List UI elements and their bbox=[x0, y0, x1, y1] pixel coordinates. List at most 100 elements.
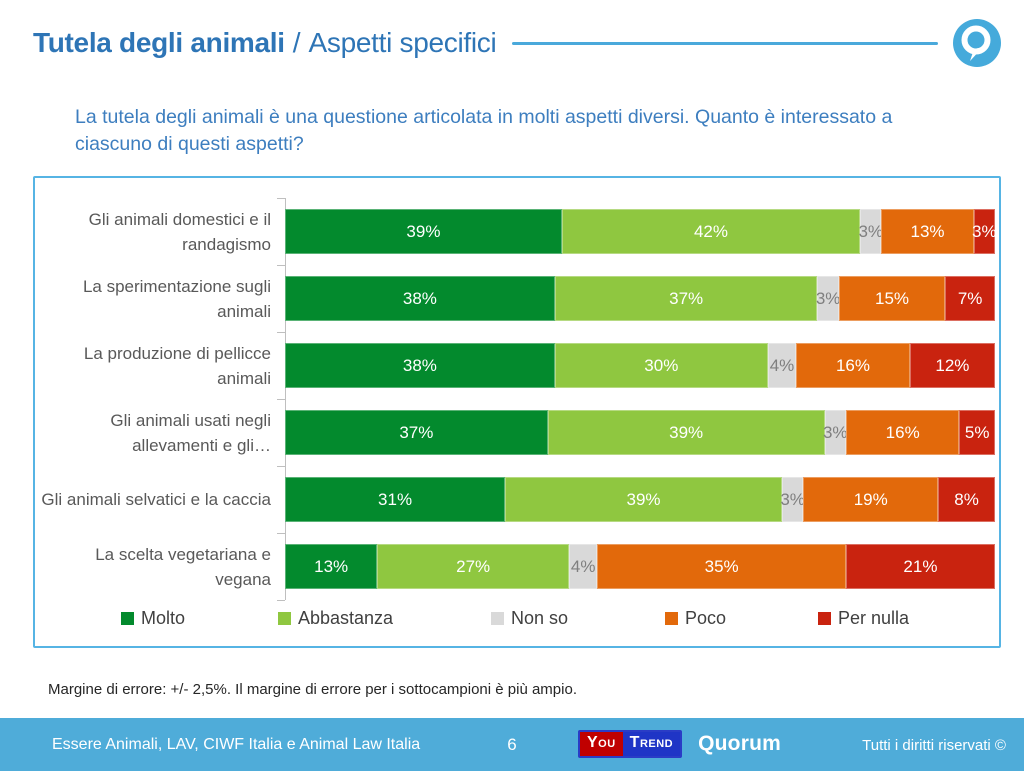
segment-value-label: 38% bbox=[402, 288, 437, 308]
axis-tick bbox=[277, 265, 285, 266]
legend-swatch bbox=[278, 612, 291, 625]
chart-legend: Molto Abbastanza Non so Poco Per nulla bbox=[35, 608, 995, 636]
youtrend-logo-you: You bbox=[580, 732, 623, 756]
chart-axis-line bbox=[285, 198, 286, 600]
bar-segment: 19% bbox=[803, 477, 939, 522]
bar-track: 31% 39% 3% 19% 8% bbox=[285, 477, 995, 522]
segment-value-label: 13% bbox=[910, 221, 945, 241]
segment-value-label: 4% bbox=[769, 355, 795, 375]
legend-swatch bbox=[818, 612, 831, 625]
category-label: La scelta vegetariana e vegana bbox=[95, 544, 271, 589]
chart-container: Gli animali domestici e il randagismo 39%… bbox=[33, 176, 1001, 648]
chart-row: La scelta vegetariana e vegana 13% 27% 4% 35… bbox=[35, 533, 995, 600]
bar-segment: 42% bbox=[561, 209, 861, 254]
legend-label: Poco bbox=[685, 608, 727, 628]
segment-value-label: 42% bbox=[693, 221, 728, 241]
bar-segment: 35% bbox=[597, 544, 846, 589]
footer-bar: Essere Animali, LAV, CIWF Italia e Anima… bbox=[0, 718, 1024, 771]
segment-value-label: 8% bbox=[954, 489, 979, 509]
bar-segment: 31% bbox=[285, 477, 506, 522]
margin-of-error-note: Margine di errore: +/- 2,5%. Il margine … bbox=[48, 681, 577, 698]
segment-value-label: 3% bbox=[815, 288, 841, 308]
axis-tick bbox=[277, 399, 285, 400]
bar-segment: 30% bbox=[554, 343, 768, 388]
bar-segment: 38% bbox=[285, 343, 555, 388]
bar-segment: 3% bbox=[972, 209, 997, 254]
axis-tick bbox=[277, 600, 285, 601]
bar-segment: 8% bbox=[938, 477, 995, 522]
segment-value-label: 3% bbox=[972, 221, 997, 241]
bar-segment: 7% bbox=[945, 276, 995, 321]
youtrend-logo-trend: Trend bbox=[622, 732, 681, 756]
legend-swatch bbox=[665, 612, 678, 625]
category-label: Gli animali domestici e il randagismo bbox=[88, 209, 271, 254]
legend-item: Molto bbox=[121, 608, 185, 629]
segment-value-label: 12% bbox=[935, 355, 970, 375]
bar-track: 38% 30% 4% 16% 12% bbox=[285, 343, 995, 388]
segment-value-label: 30% bbox=[644, 355, 679, 375]
bar-segment: 3% bbox=[815, 276, 841, 321]
page-title-separator: / bbox=[292, 27, 301, 58]
segment-value-label: 5% bbox=[964, 422, 990, 442]
chart-row: Gli animali selvatici e la caccia 31% 39% 3… bbox=[35, 466, 995, 533]
bar-segment: 37% bbox=[554, 276, 818, 321]
segment-value-label: 39% bbox=[406, 221, 441, 241]
bar-segment: 16% bbox=[796, 343, 910, 388]
footer-rights-text: Tutti i diritti riservati © bbox=[862, 737, 1006, 754]
segment-value-label: 39% bbox=[626, 489, 661, 509]
bar-segment: 39% bbox=[505, 477, 782, 522]
segment-value-label: 38% bbox=[402, 355, 437, 375]
legend-item: Per nulla bbox=[818, 608, 909, 629]
page-title-bold: Tutela degli animali bbox=[33, 27, 285, 58]
segment-value-label: 37% bbox=[669, 288, 704, 308]
chart-row: Gli animali usati negli allevamenti e gl… bbox=[35, 399, 995, 466]
segment-value-label: 21% bbox=[903, 556, 938, 576]
axis-tick bbox=[277, 533, 285, 534]
category-label: Gli animali selvatici e la caccia bbox=[41, 490, 271, 509]
segment-value-label: 37% bbox=[399, 422, 434, 442]
bar-segment: 21% bbox=[845, 544, 995, 589]
segment-value-label: 16% bbox=[835, 355, 870, 375]
bar-segment: 38% bbox=[285, 276, 555, 321]
bar-segment: 4% bbox=[568, 544, 598, 589]
segment-value-label: 27% bbox=[456, 556, 491, 576]
category-label: Gli animali usati negli allevamenti e gl… bbox=[110, 410, 271, 455]
legend-label: Non so bbox=[511, 608, 569, 628]
quorum-logo-icon bbox=[952, 18, 1002, 68]
bar-segment: 39% bbox=[547, 410, 825, 455]
bar-track: 38% 37% 3% 15% 7% bbox=[285, 276, 995, 321]
header: Tutela degli animali / Aspetti specifici bbox=[33, 18, 1002, 68]
legend-swatch bbox=[121, 612, 134, 625]
bar-segment: 12% bbox=[909, 343, 995, 388]
legend-item: Non so bbox=[491, 608, 568, 629]
bar-segment: 39% bbox=[285, 209, 562, 254]
segment-value-label: 31% bbox=[378, 489, 413, 509]
bar-track: 13% 27% 4% 35% 21% bbox=[285, 544, 995, 589]
segment-value-label: 15% bbox=[875, 288, 910, 308]
bar-segment: 3% bbox=[823, 410, 848, 455]
legend-swatch bbox=[491, 612, 504, 625]
segment-value-label: 19% bbox=[853, 489, 888, 509]
chart-row: Gli animali domestici e il randagismo 39%… bbox=[35, 198, 997, 265]
bar-segment: 13% bbox=[881, 209, 974, 254]
bar-segment: 3% bbox=[780, 477, 805, 522]
chart-row: La sperimentazione sugli animali 38% 37% 3%… bbox=[35, 265, 995, 332]
chart-row: La produzione di pellicce animali 38% 30% 4… bbox=[35, 332, 995, 399]
segment-value-label: 16% bbox=[885, 422, 920, 442]
segment-value-label: 3% bbox=[858, 221, 884, 241]
segment-value-label: 4% bbox=[570, 556, 596, 576]
legend-label: Abbastanza bbox=[298, 608, 394, 628]
bar-segment: 16% bbox=[845, 410, 960, 455]
bar-segment: 13% bbox=[285, 544, 378, 589]
axis-tick bbox=[277, 332, 285, 333]
legend-item: Poco bbox=[665, 608, 726, 629]
bar-segment: 3% bbox=[858, 209, 884, 254]
segment-value-label: 7% bbox=[957, 288, 983, 308]
chart-rows: Gli animali domestici e il randagismo 39%… bbox=[35, 198, 997, 600]
segment-value-label: 35% bbox=[704, 556, 739, 576]
bar-segment: 5% bbox=[959, 410, 995, 455]
page-title-subtitle: Aspetti specifici bbox=[308, 27, 497, 58]
segment-value-label: 3% bbox=[780, 489, 805, 509]
youtrend-logo: You Trend bbox=[578, 730, 683, 758]
